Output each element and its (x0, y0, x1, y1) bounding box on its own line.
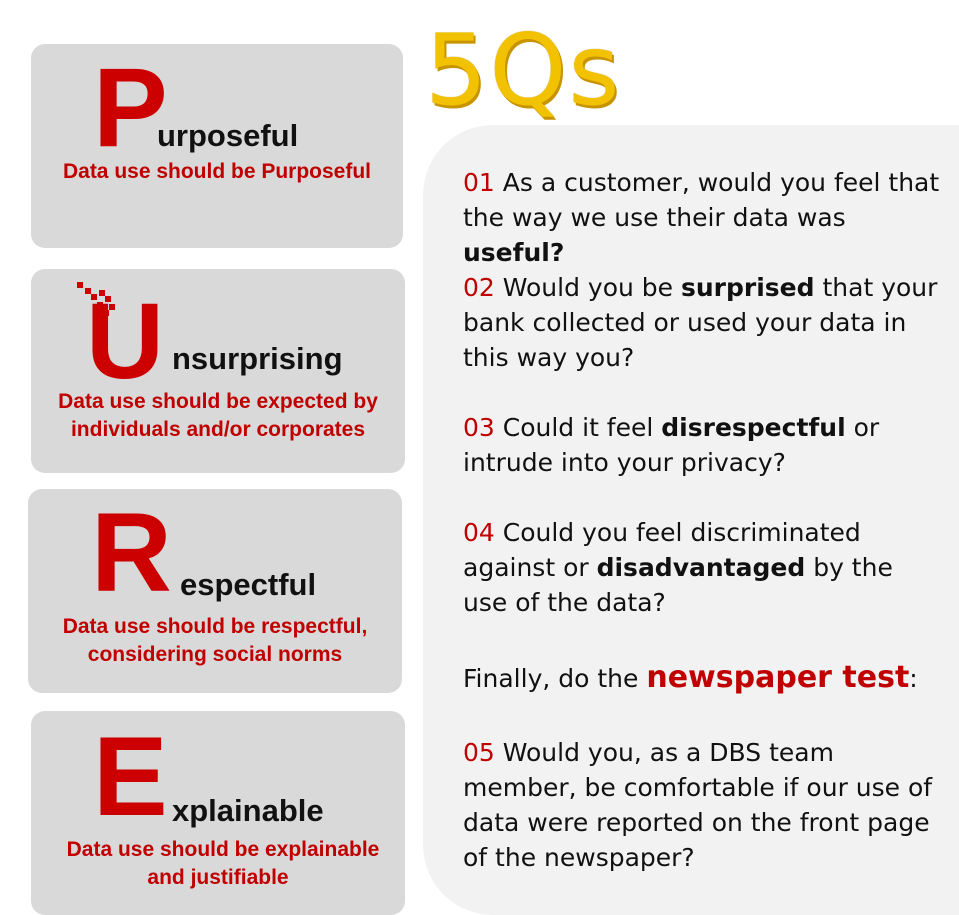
question-number: 05 (463, 738, 495, 767)
principle-card-purposeful: P urposeful Data use should be Purposefu… (31, 44, 403, 248)
question-keyword: disrespectful (661, 413, 846, 442)
questions-panel (423, 125, 959, 915)
principle-letter: P (93, 45, 168, 170)
question-05: 05 Would you, as a DBS team member, be c… (463, 735, 943, 875)
question-keyword: surprised (681, 273, 815, 302)
question-text: Would you, as a DBS team member, be comf… (463, 738, 933, 872)
principle-description-line1: Data use should be expected by (58, 390, 378, 413)
question-02: 02 Would you be surprised that your bank… (463, 270, 943, 375)
principle-description-line2: and justifiable (147, 866, 289, 889)
question-text: Could you feel discriminated against or (463, 518, 861, 582)
newspaper-test-text: : (909, 664, 918, 693)
question-number: 01 (463, 168, 495, 197)
principle-letter: R (91, 490, 172, 615)
question-text: Would you be (494, 273, 681, 302)
question-number: 03 (463, 413, 495, 442)
principle-card-explainable: E xplainable Data use should be explaina… (31, 711, 405, 915)
principle-description-line2: individuals and/or corporates (70, 418, 366, 441)
principle-description-line1: Data use should be explainable (66, 838, 380, 861)
question-01: 01 As a customer, would you feel that th… (463, 165, 943, 270)
principle-word: xplainable (172, 793, 324, 828)
principle-description-line2: considering social norms (87, 643, 343, 666)
question-number: 02 (463, 273, 495, 302)
question-text: that your bank collected or used your da… (463, 273, 938, 372)
question-keyword: disadvantaged (596, 553, 806, 582)
question-number: 04 (463, 518, 495, 547)
principle-card-respectful: R espectful Data use should be respectfu… (28, 489, 402, 693)
question-04: 04 Could you feel discriminated against … (463, 515, 943, 620)
principle-word: nsurprising (172, 341, 343, 376)
question-text: by the use of the data? (463, 553, 893, 617)
title-5qs: 5Qs (425, 14, 622, 128)
principle-letter: E (93, 714, 168, 839)
question-text: or intrude into your privacy? (463, 413, 880, 477)
principle-card-unsurprising: U nsurprising Data use should be expecte… (31, 269, 405, 473)
principle-description: Data use should be Purposeful (62, 160, 372, 183)
newspaper-test-highlight: newspaper test (646, 660, 910, 695)
newspaper-test-text: Finally, do the (463, 664, 647, 693)
principle-description-line1: Data use should be respectful, (62, 615, 368, 638)
question-03: 03 Could it feel disrespectful or intrud… (463, 410, 943, 480)
principle-word: urposeful (157, 118, 299, 153)
question-keyword: useful? (463, 238, 565, 267)
newspaper-test-line: Finally, do the newspaper test: (463, 660, 943, 696)
question-text: Could it feel (494, 413, 662, 442)
question-text: As a customer, would you feel that the w… (463, 168, 940, 232)
principle-word: espectful (180, 567, 317, 602)
